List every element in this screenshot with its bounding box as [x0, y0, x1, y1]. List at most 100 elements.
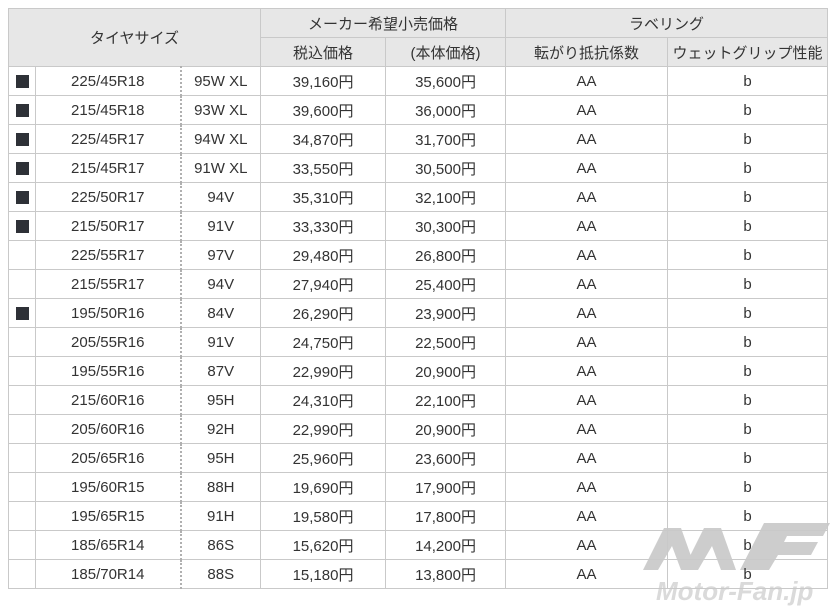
cell-price-base: 13,800円: [385, 559, 507, 589]
header-price-tax-included: 税込価格: [260, 37, 387, 67]
cell-marker: [8, 356, 36, 386]
header-tire-size: タイヤサイズ: [7, 8, 262, 67]
table-row: 215/45R17 91W XL 33,550円 30,500円 AA b: [8, 153, 829, 183]
cell-price-tax-included: 29,480円: [260, 240, 387, 270]
header-price-base: (本体価格): [385, 37, 507, 67]
table-header: タイヤサイズ メーカー希望小売価格 ラベリング 税込価格 (本体価格) 転がり抵…: [7, 8, 829, 67]
cell-wet-grip: b: [667, 240, 829, 270]
cell-wet-grip: b: [667, 501, 829, 531]
cell-wet-grip: b: [667, 414, 829, 444]
cell-marker: [8, 95, 36, 125]
cell-load-speed-rating: 95W XL: [179, 66, 262, 96]
cell-marker: [8, 501, 36, 531]
cell-rolling-resistance: AA: [505, 559, 669, 589]
cell-tire-size: 185/65R14: [35, 530, 181, 560]
marker-square: [15, 162, 29, 176]
cell-load-speed-rating: 91W XL: [179, 153, 262, 183]
cell-rolling-resistance: AA: [505, 182, 669, 212]
cell-marker: [8, 327, 36, 357]
marker-square: [15, 133, 29, 147]
table-row: 205/60R16 92H 22,990円 20,900円 AA b: [8, 414, 829, 444]
cell-tire-size: 225/45R18: [35, 66, 181, 96]
cell-rolling-resistance: AA: [505, 240, 669, 270]
table-row: 225/55R17 97V 29,480円 26,800円 AA b: [8, 240, 829, 270]
cell-price-tax-included: 19,580円: [260, 501, 387, 531]
cell-tire-size: 215/50R17: [35, 211, 181, 241]
cell-price-base: 32,100円: [385, 182, 507, 212]
cell-wet-grip: b: [667, 124, 829, 154]
cell-price-base: 20,900円: [385, 356, 507, 386]
cell-load-speed-rating: 91V: [179, 211, 262, 241]
cell-wet-grip: b: [667, 385, 829, 415]
cell-load-speed-rating: 86S: [179, 530, 262, 560]
table-row: 215/50R17 91V 33,330円 30,300円 AA b: [8, 211, 829, 241]
cell-rolling-resistance: AA: [505, 124, 669, 154]
table-row: 195/55R16 87V 22,990円 20,900円 AA b: [8, 356, 829, 386]
table-row: 195/60R15 88H 19,690円 17,900円 AA b: [8, 472, 829, 502]
cell-price-base: 22,500円: [385, 327, 507, 357]
table-row: 185/65R14 86S 15,620円 14,200円 AA b: [8, 530, 829, 560]
cell-marker: [8, 472, 36, 502]
cell-load-speed-rating: 97V: [179, 240, 262, 270]
cell-marker: [8, 124, 36, 154]
cell-wet-grip: b: [667, 559, 829, 589]
cell-price-tax-included: 15,180円: [260, 559, 387, 589]
marker-square: [15, 307, 29, 321]
cell-tire-size: 195/65R15: [35, 501, 181, 531]
tire-price-table: タイヤサイズ メーカー希望小売価格 ラベリング 税込価格 (本体価格) 転がり抵…: [7, 8, 829, 589]
cell-tire-size: 185/70R14: [35, 559, 181, 589]
table-row: 225/45R18 95W XL 39,160円 35,600円 AA b: [8, 66, 829, 96]
cell-load-speed-rating: 94V: [179, 182, 262, 212]
cell-marker: [8, 269, 36, 299]
cell-marker: [8, 530, 36, 560]
cell-rolling-resistance: AA: [505, 501, 669, 531]
cell-wet-grip: b: [667, 356, 829, 386]
cell-marker: [8, 240, 36, 270]
cell-tire-size: 205/55R16: [35, 327, 181, 357]
cell-marker: [8, 385, 36, 415]
marker-square: [15, 75, 29, 89]
cell-price-tax-included: 27,940円: [260, 269, 387, 299]
cell-load-speed-rating: 91V: [179, 327, 262, 357]
cell-marker: [8, 559, 36, 589]
table-row: 195/65R15 91H 19,580円 17,800円 AA b: [8, 501, 829, 531]
cell-wet-grip: b: [667, 211, 829, 241]
cell-tire-size: 205/60R16: [35, 414, 181, 444]
cell-load-speed-rating: 94W XL: [179, 124, 262, 154]
cell-tire-size: 215/45R17: [35, 153, 181, 183]
header-wet-grip: ウェットグリップ性能: [667, 37, 829, 67]
cell-price-tax-included: 24,310円: [260, 385, 387, 415]
cell-tire-size: 215/60R16: [35, 385, 181, 415]
cell-wet-grip: b: [667, 298, 829, 328]
cell-price-tax-included: 39,600円: [260, 95, 387, 125]
cell-wet-grip: b: [667, 269, 829, 299]
cell-load-speed-rating: 94V: [179, 269, 262, 299]
cell-tire-size: 195/50R16: [35, 298, 181, 328]
cell-price-tax-included: 26,290円: [260, 298, 387, 328]
cell-tire-size: 225/45R17: [35, 124, 181, 154]
cell-price-base: 36,000円: [385, 95, 507, 125]
table-row: 205/65R16 95H 25,960円 23,600円 AA b: [8, 443, 829, 473]
cell-price-base: 31,700円: [385, 124, 507, 154]
cell-load-speed-rating: 88S: [179, 559, 262, 589]
cell-price-base: 14,200円: [385, 530, 507, 560]
cell-price-tax-included: 34,870円: [260, 124, 387, 154]
marker-square: [15, 220, 29, 234]
cell-wet-grip: b: [667, 153, 829, 183]
cell-wet-grip: b: [667, 530, 829, 560]
cell-load-speed-rating: 95H: [179, 385, 262, 415]
cell-price-tax-included: 22,990円: [260, 356, 387, 386]
cell-wet-grip: b: [667, 327, 829, 357]
cell-price-tax-included: 35,310円: [260, 182, 387, 212]
cell-price-tax-included: 22,990円: [260, 414, 387, 444]
cell-marker: [8, 153, 36, 183]
cell-wet-grip: b: [667, 443, 829, 473]
cell-price-tax-included: 39,160円: [260, 66, 387, 96]
cell-price-base: 26,800円: [385, 240, 507, 270]
cell-price-base: 17,800円: [385, 501, 507, 531]
cell-wet-grip: b: [667, 472, 829, 502]
cell-price-base: 35,600円: [385, 66, 507, 96]
cell-marker: [8, 66, 36, 96]
cell-rolling-resistance: AA: [505, 356, 669, 386]
cell-tire-size: 195/60R15: [35, 472, 181, 502]
